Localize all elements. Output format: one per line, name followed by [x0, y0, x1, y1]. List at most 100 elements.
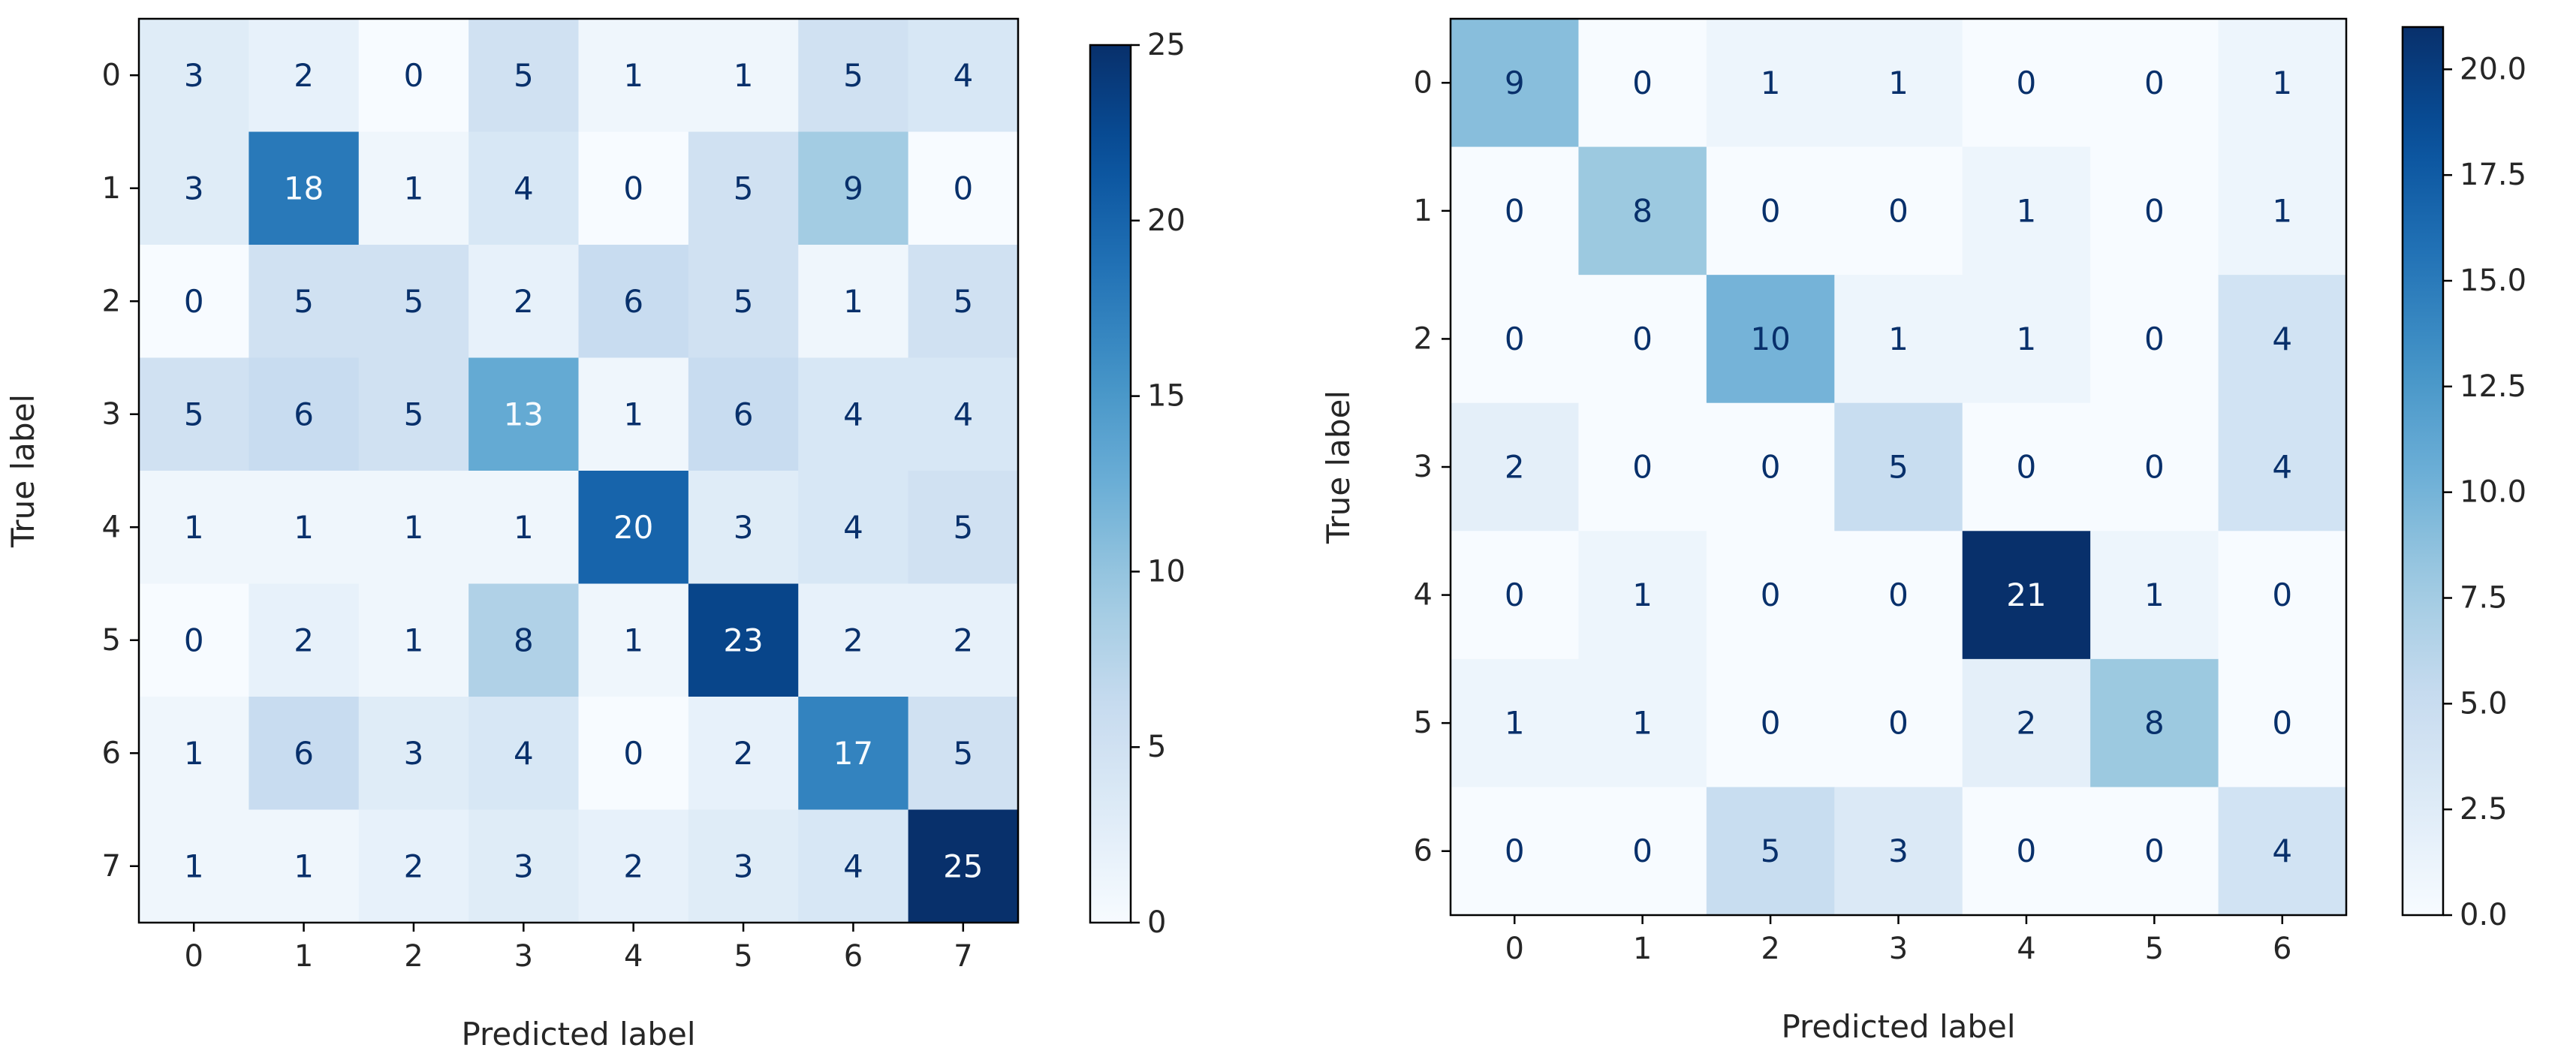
heatmap-cell — [1578, 658, 1707, 787]
y-tick-label: 7 — [102, 849, 121, 884]
cell-value-label: 1 — [294, 509, 314, 546]
cell-value-label: 5 — [843, 57, 863, 94]
heatmap-cell — [249, 583, 360, 697]
heatmap-cell — [908, 809, 1019, 923]
confusion-matrix-left: 3 2 0 5 1 1 5 43 18 1 4 0 5 9 00 5 5 2 6 5 1 55 6 5 13 1 6 4 41 1 1 1 20… — [5, 17, 1186, 1052]
cell-value-label: 0 — [2144, 321, 2165, 357]
heatmap-cell — [1834, 787, 1963, 916]
x-tick-label: 1 — [1633, 932, 1652, 966]
cell-value-label: 6 — [294, 735, 314, 772]
cell-value-label: 0 — [184, 622, 204, 658]
heatmap-cell — [908, 697, 1019, 810]
heatmap-cell — [469, 245, 579, 358]
heatmap-cell — [1451, 19, 1579, 148]
cell-value-label: 25 — [943, 848, 983, 884]
heatmap-cell — [1451, 146, 1579, 276]
heatmap-cell — [578, 131, 689, 245]
cell-value-label: 17 — [833, 735, 873, 772]
heatmap-cell — [1834, 19, 1963, 148]
heatmap-cell — [139, 131, 249, 245]
cell-value-label: 2 — [1505, 449, 1525, 486]
y-tick-label: 3 — [102, 397, 121, 432]
colorbar-tick-label: 20 — [1147, 203, 1186, 238]
cell-value-label: 6 — [623, 283, 643, 320]
heatmap-cell — [249, 131, 360, 245]
colorbar-tick-label: 17.5 — [2460, 158, 2526, 192]
cell-value-label: 1 — [294, 848, 314, 884]
cell-value-label: 0 — [2017, 65, 2037, 101]
colorbar-tick-label: 5 — [1147, 730, 1166, 764]
cell-value-label: 1 — [1632, 577, 1653, 613]
cell-value-label: 3 — [734, 509, 754, 546]
heatmap-cell — [358, 697, 469, 810]
heatmap-cell — [139, 357, 249, 471]
cell-value-label: 2 — [734, 735, 754, 772]
heatmap-cell — [1578, 787, 1707, 916]
cell-value-label: 4 — [843, 848, 863, 884]
cell-value-label: 0 — [1761, 192, 1781, 229]
cell-value-label: 5 — [1888, 449, 1909, 486]
heatmap-cell — [1451, 787, 1579, 916]
heatmap-cell — [798, 19, 909, 132]
cell-value-label: 1 — [514, 509, 534, 546]
x-tick-label: 1 — [294, 939, 313, 974]
heatmap-cell — [798, 697, 909, 810]
cell-value-label: 9 — [1505, 65, 1525, 101]
cell-value-label: 4 — [2272, 833, 2292, 869]
cell-value-label: 4 — [953, 396, 973, 432]
cell-value-label: 5 — [184, 396, 204, 432]
x-tick-label: 2 — [404, 939, 423, 974]
heatmap-cell — [139, 697, 249, 810]
heatmap-cell — [469, 131, 579, 245]
cell-value-label: 13 — [504, 396, 544, 432]
cell-value-label: 6 — [294, 396, 314, 432]
cell-value-label: 1 — [623, 57, 643, 94]
cell-value-label: 5 — [734, 283, 754, 320]
x-tick-label: 3 — [514, 939, 533, 974]
y-tick-label: 5 — [1414, 706, 1433, 740]
heatmap-cell — [798, 471, 909, 584]
cell-value-label: 0 — [2272, 577, 2292, 613]
heatmap-cell — [139, 809, 249, 923]
heatmap-cell — [2090, 275, 2219, 404]
heatmap-cell — [798, 357, 909, 471]
cell-value-label: 8 — [2144, 705, 2165, 742]
heatmap-cell — [249, 245, 360, 358]
heatmap-cell — [578, 471, 689, 584]
x-tick-label: 6 — [844, 939, 863, 974]
x-tick-label: 5 — [2145, 932, 2164, 966]
cell-value-label: 4 — [2272, 449, 2292, 486]
heatmap-cell — [688, 697, 799, 810]
heatmap-cell — [1706, 275, 1835, 404]
cell-value-label: 0 — [1761, 449, 1781, 486]
cell-value-label: 2 — [2017, 705, 2037, 742]
y-tick-label: 4 — [1414, 578, 1433, 613]
cell-value-label: 4 — [2272, 321, 2292, 357]
cell-value-label: 0 — [623, 735, 643, 772]
cell-value-label: 1 — [2272, 192, 2292, 229]
cell-value-label: 2 — [953, 622, 973, 658]
cell-value-label: 6 — [734, 396, 754, 432]
heatmap-cell — [908, 19, 1019, 132]
heatmap-cell — [1962, 658, 2091, 787]
cell-value-label: 0 — [1632, 65, 1653, 101]
y-tick-label: 1 — [1414, 194, 1433, 228]
heatmap-cell — [578, 19, 689, 132]
heatmap-cell — [1834, 275, 1963, 404]
y-tick-label: 5 — [102, 623, 121, 658]
heatmap-cell — [358, 357, 469, 471]
cell-value-label: 0 — [1505, 577, 1525, 613]
cell-value-label: 9 — [843, 170, 863, 206]
heatmap-cell — [578, 583, 689, 697]
heatmap-cell — [2218, 658, 2347, 787]
cell-value-label: 3 — [1888, 833, 1909, 869]
cell-value-label: 1 — [404, 170, 424, 206]
x-tick-label: 7 — [954, 939, 972, 974]
heatmap-cell — [1706, 146, 1835, 276]
cell-value-label: 0 — [2017, 833, 2037, 869]
heatmap-cell — [2218, 787, 2347, 916]
cell-value-label: 2 — [294, 57, 314, 94]
y-tick-label: 6 — [1414, 834, 1433, 869]
heatmap-cell — [1578, 402, 1707, 532]
